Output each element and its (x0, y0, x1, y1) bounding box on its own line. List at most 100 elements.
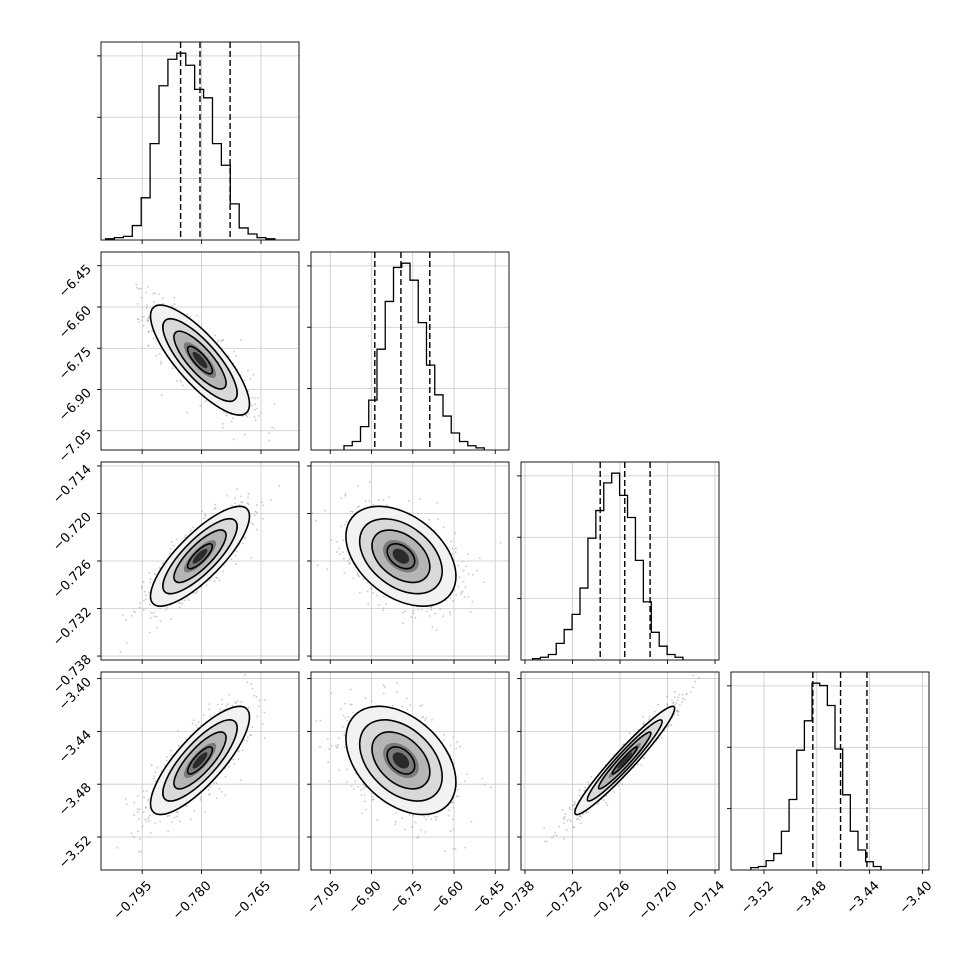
scatter-point (254, 514, 256, 517)
scatter-point (235, 563, 238, 565)
scatter-point (273, 403, 276, 406)
density-contour (186, 746, 214, 775)
scatter-point (228, 693, 231, 696)
scatter-point (346, 781, 348, 783)
scatter-point (166, 815, 169, 818)
scatter-point (450, 540, 453, 543)
scatter-point (449, 597, 452, 600)
scatter-point (233, 763, 236, 765)
scatter-point (163, 764, 166, 767)
scatter-point (218, 579, 221, 582)
scatter-point (365, 808, 367, 811)
scatter-point (208, 708, 211, 711)
panel-frame (100, 41, 300, 241)
scatter-point (376, 594, 378, 597)
scatter-point (339, 708, 342, 711)
scatter-point (419, 704, 421, 707)
scatter-point (177, 730, 179, 732)
scatter-point (467, 573, 470, 576)
scatter-point (130, 614, 133, 617)
scatter-point (222, 422, 224, 425)
scatter-point (221, 698, 223, 701)
scatter-point (430, 608, 432, 611)
scatter-point (674, 696, 676, 699)
scatter-point (138, 606, 141, 609)
scatter-point (478, 557, 481, 560)
scatter-point (177, 744, 180, 747)
scatter-point (463, 596, 466, 598)
scatter-point (227, 703, 229, 706)
scatter-point (138, 838, 141, 840)
scatter-point (362, 578, 365, 580)
scatter-point (391, 704, 394, 707)
scatter-point (193, 719, 195, 722)
scatter-point (172, 544, 175, 547)
scatter-point (255, 696, 258, 698)
scatter-point (338, 769, 341, 771)
scatter-point (181, 602, 184, 605)
scatter-point (356, 572, 359, 575)
scatter-point (344, 492, 347, 495)
scatter-point (136, 808, 139, 810)
scatter-point (159, 620, 162, 622)
scatter-point (402, 622, 405, 625)
scatter-point (471, 600, 474, 603)
scatter-point (196, 314, 198, 317)
scatter-point (247, 412, 250, 415)
scatter-point (327, 761, 329, 764)
scatter-point (448, 809, 450, 812)
scatter-point (214, 507, 217, 509)
scatter-point (145, 598, 148, 601)
scatter-point (147, 816, 150, 818)
scatter-point (378, 604, 381, 606)
scatter-point (410, 616, 413, 618)
scatter-point (207, 788, 210, 791)
scatter-point (259, 411, 262, 414)
scatter-point (357, 574, 360, 577)
scatter-point (350, 785, 353, 787)
scatter-point (231, 417, 234, 420)
scatter-point (366, 590, 369, 593)
scatter-point (370, 587, 373, 589)
scatter-point (155, 616, 158, 618)
scatter-point (249, 733, 252, 736)
scatter-point (347, 715, 350, 718)
scatter-point (199, 404, 202, 407)
scatter-point (242, 542, 244, 545)
scatter-point (152, 337, 155, 340)
scatter-point (558, 825, 560, 828)
scatter-point (326, 568, 329, 571)
density-contour (358, 518, 443, 595)
scatter-point (467, 596, 470, 599)
scatter-point (250, 396, 253, 399)
scatter-point (247, 496, 249, 499)
scatter-point (455, 593, 457, 596)
scatter-point (371, 796, 374, 798)
scatter-point (584, 786, 586, 789)
scatter-point (130, 832, 133, 835)
scatter-point (143, 315, 145, 318)
scatter-point (360, 794, 363, 796)
scatter-point (186, 597, 189, 600)
scatter-point (666, 696, 668, 698)
scatter-point (352, 577, 355, 580)
scatter-point (214, 334, 217, 337)
scatter-point (168, 814, 171, 817)
scatter-point (195, 724, 197, 726)
scatter-point (362, 787, 365, 790)
scatter-point (454, 551, 457, 554)
scatter-point (250, 683, 253, 686)
scatter-point (158, 352, 161, 355)
scatter-point (160, 360, 162, 363)
scatter-point (152, 611, 155, 614)
scatter-point (444, 850, 446, 853)
scatter-point (176, 538, 178, 541)
scatter-point (141, 587, 144, 590)
scatter-point (457, 795, 459, 798)
scatter-point (273, 427, 276, 430)
scatter-point (342, 714, 345, 717)
scatter-point (452, 599, 454, 602)
density-contour (371, 529, 431, 584)
scatter-point (457, 565, 460, 567)
scatter-point (621, 783, 624, 786)
